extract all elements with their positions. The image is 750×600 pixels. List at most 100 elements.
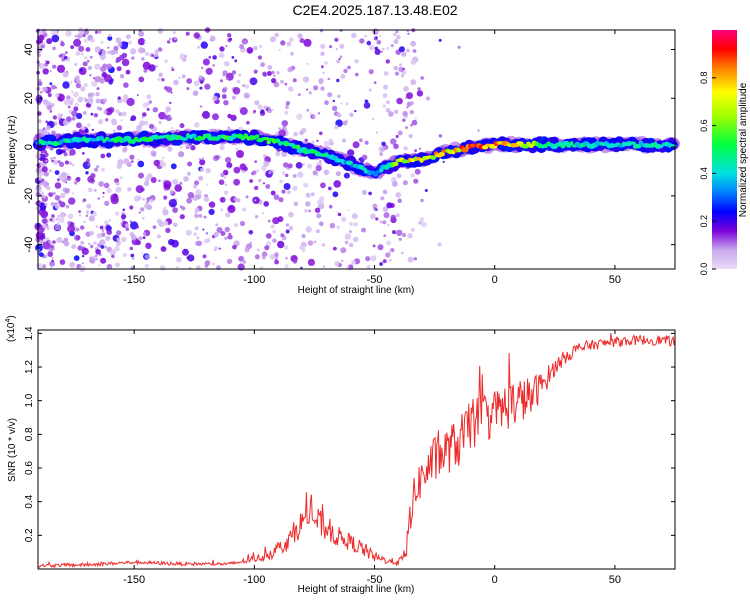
spectrogram-speckle: [370, 255, 377, 262]
spectrogram-speckle: [359, 138, 363, 143]
spectrogram-speckle: [313, 240, 317, 244]
spectrogram-speckle: [318, 79, 323, 85]
spectrogram-ridge-point: [634, 143, 642, 149]
spectrogram-speckle: [186, 87, 190, 91]
spectrogram-speckle: [139, 120, 145, 127]
spectrogram-speckle: [60, 193, 66, 199]
spectrogram-speckle: [368, 88, 372, 92]
spectrogram-speckle: [127, 187, 132, 192]
spectrogram-speckle: [252, 170, 257, 175]
spectrogram-speckle: [257, 104, 263, 110]
spectrogram-speckle: [399, 63, 402, 67]
spectrogram-speckle: [297, 33, 303, 39]
spectrogram-speckle: [347, 149, 355, 157]
spectrogram-speckle: [117, 42, 123, 47]
spectrogram-speckle: [289, 37, 294, 42]
spectrogram-speckle: [158, 179, 161, 182]
spectrogram-speckle: [235, 147, 239, 151]
spectrogram-speckle: [74, 102, 79, 107]
spectrogram-speckle: [275, 151, 281, 157]
spectrogram-speckle: [92, 211, 97, 217]
spectrogram-speckle: [253, 109, 257, 113]
spectrogram-speckle: [69, 101, 73, 106]
spectrogram-speckle: [393, 32, 397, 37]
spectrogram-speckle: [80, 30, 84, 35]
spectrogram-speckle: [53, 156, 56, 160]
spectrogram-speckle: [97, 197, 101, 200]
spectrogram-speckle: [35, 231, 44, 240]
spectrogram-speckle: [63, 240, 70, 247]
spectrogram-speckle: [106, 152, 112, 158]
spectrogram-speckle: [319, 131, 323, 136]
spectrogram-speckle: [57, 160, 61, 164]
spectrogram-speckle: [389, 258, 392, 262]
spectrogram-speckle: [334, 124, 339, 130]
spectrogram-speckle: [406, 92, 413, 100]
spectrogram-speckle: [187, 161, 193, 167]
spectrogram-speckle: [58, 200, 62, 204]
spectrogram-speckle: [213, 246, 219, 251]
spectrogram-speckle: [179, 205, 183, 209]
spectrogram-speckle: [121, 111, 127, 117]
spectrogram-speckle: [131, 257, 135, 260]
spectrogram-speckle: [271, 109, 274, 111]
spectrogram-speckle: [163, 220, 169, 226]
spectrogram-speckle: [380, 196, 385, 201]
spectrogram-speckle: [257, 55, 262, 60]
spectrogram-speckle: [95, 225, 99, 228]
spectrogram-speckle: [47, 93, 52, 98]
spectrogram-speckle: [256, 248, 260, 252]
spectrogram-speckle: [48, 169, 53, 173]
snr-scale-label: (x104): [5, 315, 17, 342]
spectrogram-speckle: [380, 245, 383, 248]
spectrogram-speckle: [366, 40, 372, 46]
spectrogram-speckle: [385, 252, 391, 258]
snr-panel: -150 -100 -50 0 50 0.2 0.4 0.6 0.8 1.0 1.2 1.4 Hei…: [5, 315, 676, 595]
spectrogram-speckle: [392, 230, 396, 235]
spectrogram-speckle: [243, 166, 248, 171]
spectrogram-speckle: [173, 37, 177, 41]
spectrogram-speckle: [442, 160, 445, 163]
spectrogram-speckle: [403, 86, 409, 92]
spectrogram-speckle: [45, 103, 49, 107]
spectrogram-speckle: [320, 86, 325, 91]
snr-marks: [37, 332, 676, 569]
colorbar-label: Normalized spectral amplitude: [738, 82, 749, 217]
spectrogram-speckle: [300, 266, 303, 269]
spectrogram-speckle: [95, 92, 100, 97]
spectrogram-speckle: [265, 184, 271, 189]
spectrogram-speckle: [51, 259, 54, 263]
spectrogram-speckle: [316, 139, 319, 143]
spectrogram-speckle: [103, 245, 108, 249]
spectrogram-speckle: [382, 206, 389, 212]
spectrogram-speckle: [172, 178, 179, 185]
spectrogram-speckle: [351, 32, 357, 39]
spectrogram-speckle: [116, 242, 121, 247]
spectrogram-speckle: [373, 81, 377, 84]
spectrogram-speckle: [293, 201, 299, 207]
spectrogram-speckle: [202, 110, 210, 119]
spectrogram-speckle: [61, 240, 65, 244]
spectrogram-speckle: [323, 61, 328, 65]
spectrogram-speckle: [244, 84, 249, 89]
spectrogram-speckle: [225, 77, 229, 81]
spectrogram-speckle: [117, 96, 121, 100]
spectrogram-speckle: [168, 238, 175, 246]
spectrogram-speckle: [361, 227, 366, 233]
spectrogram-speckle: [67, 105, 71, 109]
spectrogram-speckle: [308, 91, 312, 95]
spectrogram-speckle: [231, 95, 236, 100]
spectrogram-speckle: [73, 255, 80, 261]
spectrogram-speckle: [113, 45, 119, 51]
spectrogram-speckle: [63, 237, 69, 243]
spectrogram-speckle: [121, 214, 127, 220]
spectrogram-speckle: [236, 150, 244, 158]
spectrogram-speckle: [278, 127, 281, 130]
colorbar-tick-label: 0.2: [699, 215, 709, 228]
spectrogram-speckle: [194, 180, 200, 186]
spectrogram-speckle: [125, 34, 131, 40]
spectrogram-speckle: [81, 247, 89, 255]
spectrogram-speckle: [41, 191, 44, 194]
spectrogram-speckle: [262, 182, 266, 185]
spectrogram-speckle: [91, 128, 94, 131]
